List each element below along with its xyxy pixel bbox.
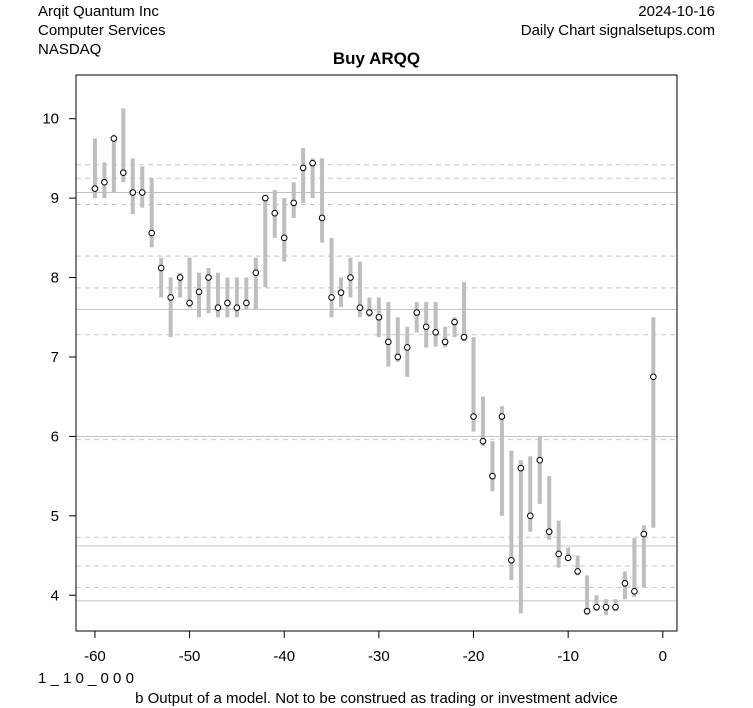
close-points	[91, 135, 657, 615]
close-point	[536, 456, 544, 464]
close-point	[120, 169, 127, 176]
close-point	[280, 234, 288, 242]
close-point	[318, 214, 326, 222]
close-point	[385, 338, 392, 346]
close-point	[356, 304, 364, 312]
x-tick-label: 0	[659, 648, 667, 665]
close-point	[233, 304, 241, 312]
x-axis: -60 -50 -40 -30 -20 -10 0	[84, 631, 667, 665]
close-point	[328, 294, 335, 301]
close-point	[186, 299, 193, 307]
close-point	[167, 294, 174, 301]
chart-title: Buy ARQQ	[332, 49, 421, 68]
close-point	[413, 309, 421, 316]
close-point	[631, 587, 638, 595]
x-tick-label: -40	[273, 648, 295, 665]
close-point	[205, 274, 212, 281]
close-point	[650, 373, 657, 381]
close-point	[366, 309, 373, 316]
close-point	[252, 269, 260, 277]
close-point	[403, 344, 411, 351]
x-tick-label: -20	[463, 648, 485, 665]
y-tick-label: 4	[51, 587, 59, 604]
close-point	[309, 159, 316, 167]
y-tick-label: 7	[51, 349, 59, 366]
y-tick-label: 5	[51, 508, 59, 525]
close-point	[157, 264, 165, 272]
close-point	[441, 338, 449, 346]
range-bars	[92, 108, 656, 616]
close-point	[451, 318, 458, 326]
close-point	[138, 189, 146, 196]
y-axis: 4 5 6 7 8 9 10	[42, 111, 76, 604]
close-point	[214, 304, 222, 312]
close-point	[479, 437, 487, 445]
close-point	[564, 554, 572, 562]
close-point	[290, 199, 297, 207]
model-code: 1 _ 1 0 _ 0 0 0	[38, 670, 134, 687]
close-point	[148, 229, 156, 237]
close-point	[129, 189, 137, 196]
y-tick-label: 8	[51, 270, 59, 287]
close-point	[224, 299, 231, 307]
chart-date: 2024-10-16	[638, 3, 715, 20]
x-tick-label: -50	[179, 648, 201, 665]
close-point	[470, 413, 477, 420]
close-point	[583, 607, 591, 615]
header-right: 2024-10-16 Daily Chart signalsetups.com	[521, 2, 715, 40]
chart-source: Daily Chart signalsetups.com	[520, 22, 715, 39]
close-point	[195, 288, 203, 296]
close-point	[394, 353, 402, 361]
close-point	[498, 413, 506, 420]
close-point	[517, 464, 525, 472]
close-point	[612, 603, 619, 611]
close-point	[621, 580, 629, 587]
close-point	[489, 472, 496, 480]
x-tick-label: -10	[557, 648, 579, 665]
close-point	[271, 209, 279, 217]
y-tick-label: 10	[42, 111, 59, 128]
close-point	[91, 185, 99, 192]
plot-frame	[75, 74, 678, 632]
disclaimer: b Output of a model. Not to be construed…	[135, 690, 618, 707]
x-tick-label: -30	[368, 648, 390, 665]
close-point	[593, 603, 600, 611]
close-point	[299, 164, 307, 172]
y-tick-label: 9	[51, 190, 59, 207]
company-name: Arqit Quantum Inc	[38, 3, 159, 20]
close-point	[261, 194, 269, 202]
close-point	[422, 323, 430, 331]
close-point	[432, 329, 439, 336]
sector-label: Computer Services	[38, 22, 166, 39]
close-point	[545, 528, 553, 536]
close-point	[110, 135, 118, 142]
close-point	[555, 550, 562, 558]
close-point	[574, 568, 581, 575]
close-point	[526, 512, 534, 520]
close-point	[337, 289, 345, 296]
header-left: Arqit Quantum Inc Computer Services NASD…	[38, 2, 166, 59]
close-point	[347, 274, 354, 281]
close-point	[176, 274, 184, 281]
close-point	[243, 299, 250, 307]
exchange-label: NASDAQ	[38, 41, 102, 58]
close-point	[101, 178, 108, 186]
close-point	[508, 557, 515, 564]
close-point	[602, 603, 610, 611]
close-point	[375, 313, 383, 321]
close-point	[640, 530, 648, 538]
x-tick-label: -60	[84, 648, 106, 665]
y-tick-label: 6	[51, 428, 59, 445]
close-point	[460, 333, 468, 341]
price-levels	[76, 164, 677, 602]
